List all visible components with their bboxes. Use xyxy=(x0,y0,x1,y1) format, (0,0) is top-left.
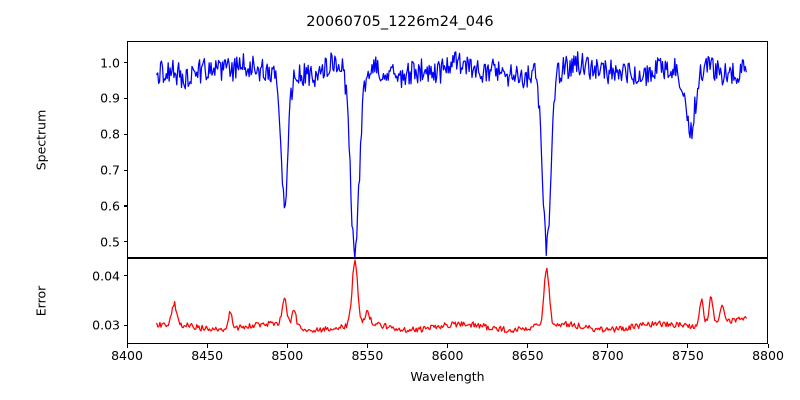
x-tick-label: 8750 xyxy=(671,348,704,363)
x-tick-mark xyxy=(527,344,529,348)
spectrum-plot-area xyxy=(156,51,747,257)
chart-title: 20060705_1226m24_046 xyxy=(306,14,494,30)
y-tick-mark xyxy=(123,133,127,135)
y-tick-label: 0.04 xyxy=(92,268,120,284)
y-tick-label: 0.9 xyxy=(100,90,120,106)
y-tick-mark xyxy=(123,275,127,277)
x-tick-mark xyxy=(206,344,208,348)
y-tick-mark xyxy=(123,324,127,326)
error-panel xyxy=(127,258,768,344)
spectrum-axis-label: Spectrum xyxy=(33,109,49,171)
y-tick-label: 0.6 xyxy=(100,198,120,214)
x-tick-label: 8500 xyxy=(271,348,304,363)
x-tick-mark xyxy=(447,344,449,348)
spectrum-panel xyxy=(127,41,768,258)
y-tick-label: 0.8 xyxy=(100,126,120,142)
x-tick-mark xyxy=(286,344,288,348)
y-tick-label: 0.03 xyxy=(92,317,120,333)
y-tick-mark xyxy=(123,241,127,243)
y-tick-label: 0.5 xyxy=(100,234,120,250)
data-series xyxy=(156,51,747,257)
x-tick-mark xyxy=(687,344,689,348)
x-tick-label: 8400 xyxy=(111,348,143,363)
x-tick-label: 8600 xyxy=(431,348,464,363)
data-series xyxy=(156,259,747,334)
x-tick-label: 8450 xyxy=(191,348,224,363)
x-axis-label: Wavelength xyxy=(410,369,485,384)
y-tick-mark xyxy=(123,205,127,207)
x-tick-label: 8700 xyxy=(591,348,624,363)
y-tick-mark xyxy=(123,169,127,171)
x-tick-label: 8800 xyxy=(752,348,784,363)
error-axis-label: Error xyxy=(33,285,49,317)
x-tick-mark xyxy=(366,344,368,348)
x-tick-label: 8650 xyxy=(511,348,544,363)
y-tick-mark xyxy=(123,97,127,99)
x-tick-mark xyxy=(767,344,769,348)
error-plot-area xyxy=(156,259,747,334)
x-tick-mark xyxy=(607,344,609,348)
y-tick-label: 1.0 xyxy=(100,55,120,71)
y-tick-label: 0.7 xyxy=(100,162,120,178)
x-tick-mark xyxy=(126,344,128,348)
x-tick-label: 8550 xyxy=(351,348,384,363)
y-tick-mark xyxy=(123,62,127,64)
